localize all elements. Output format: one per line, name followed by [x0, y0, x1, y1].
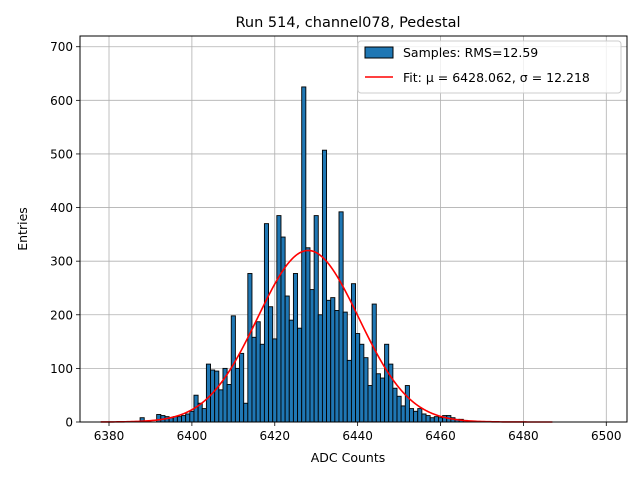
histogram-bar — [433, 416, 439, 423]
x-tick-label: 6380 — [94, 429, 125, 443]
histogram-bar — [384, 343, 390, 423]
histogram-bar — [438, 417, 444, 423]
histogram-bar — [201, 408, 207, 423]
histogram-bar — [429, 417, 435, 423]
y-tick-label: 200 — [50, 308, 73, 322]
y-tick-label: 300 — [50, 255, 73, 269]
x-tick-label: 6460 — [425, 429, 456, 443]
histogram-bar — [226, 384, 232, 423]
histogram-bar — [388, 363, 394, 423]
x-axis-label: ADC Counts — [311, 450, 386, 465]
histogram-bar — [214, 370, 220, 423]
plot-frame — [79, 35, 628, 423]
x-tick-label: 6440 — [342, 429, 373, 443]
histogram-bar — [338, 211, 344, 423]
legend-label-samples: Samples: RMS=12.59 — [403, 45, 538, 60]
histogram-bar — [259, 343, 265, 423]
legend-swatch-samples — [364, 46, 394, 59]
histogram-bar — [297, 327, 303, 423]
y-axis-label: Entries — [15, 207, 30, 251]
histogram-bar — [268, 306, 274, 423]
histogram-bar — [305, 247, 311, 423]
x-tick-label: 6400 — [177, 429, 208, 443]
histogram-bar — [330, 297, 336, 423]
histogram-bar — [263, 223, 269, 423]
histogram-bar — [176, 416, 182, 423]
histogram-bar — [417, 408, 423, 423]
histogram-bar — [396, 395, 402, 423]
histogram-bar — [363, 357, 369, 423]
histogram-bar — [218, 389, 224, 423]
histogram-bar — [392, 387, 398, 423]
histogram-bar — [379, 377, 386, 423]
legend-box — [357, 40, 622, 94]
y-axis-ticks: 0 100 200 300 400 500 600 700 — [50, 40, 80, 430]
histogram-bar — [375, 373, 381, 423]
y-tick-label: 0 — [65, 416, 73, 430]
histogram-bar — [280, 236, 286, 423]
histogram-bar — [408, 408, 415, 423]
histogram-bar — [371, 303, 377, 423]
legend: Samples: RMS=12.59 Fit: μ = 6428.062, σ … — [357, 40, 622, 94]
y-tick-label: 500 — [50, 147, 73, 161]
histogram-bar — [425, 415, 431, 423]
histogram-bar — [326, 299, 332, 423]
histogram-bar — [255, 321, 261, 423]
x-tick-label: 6420 — [259, 429, 290, 443]
histogram-bar — [210, 369, 216, 423]
histogram-bar — [317, 314, 323, 423]
histogram-bar — [367, 385, 373, 423]
histogram-bar — [400, 405, 406, 423]
histogram-bar — [313, 215, 319, 423]
legend-label-fit: Fit: μ = 6428.062, σ = 12.218 — [403, 70, 590, 85]
x-axis-ticks: 6380 6400 6420 6440 6460 6480 6500 — [94, 422, 622, 443]
fit-curve-group — [100, 249, 553, 423]
y-tick-label: 600 — [50, 94, 73, 108]
histogram-bar — [243, 402, 249, 423]
x-tick-label: 6500 — [591, 429, 622, 443]
histogram-bar — [272, 338, 278, 423]
chart-title: Run 514, channel078, Pedestal — [235, 15, 460, 31]
histogram-bar — [404, 385, 410, 423]
histogram-bar — [288, 319, 294, 423]
histogram-bar — [251, 336, 257, 423]
histogram-bar — [342, 311, 348, 423]
histogram-bar — [301, 86, 307, 423]
histogram-bar — [284, 295, 290, 423]
histogram-bar — [359, 343, 365, 423]
histogram-bar — [321, 149, 328, 423]
histogram-bar — [205, 363, 211, 423]
histogram-bar — [276, 215, 282, 423]
histogram-bar — [247, 273, 253, 423]
histogram-bar — [413, 410, 419, 423]
histogram-bar — [334, 310, 340, 423]
histogram-bar — [355, 333, 361, 423]
histogram-bar — [421, 413, 427, 423]
histogram-bar — [346, 359, 352, 423]
histogram-bar — [230, 315, 236, 423]
histogram-bar — [309, 289, 315, 423]
y-tick-label: 700 — [50, 40, 73, 54]
histogram-bar — [234, 367, 240, 423]
histogram-bar — [292, 273, 299, 423]
histogram-bar — [185, 413, 191, 423]
y-tick-label: 100 — [50, 362, 73, 376]
y-tick-label: 400 — [50, 201, 73, 215]
x-tick-label: 6480 — [508, 429, 539, 443]
fit-curve — [100, 249, 553, 423]
histogram-bar — [156, 414, 162, 423]
histogram-bar — [181, 415, 187, 423]
histogram-bar — [189, 410, 195, 423]
histogram-bar — [239, 352, 245, 423]
